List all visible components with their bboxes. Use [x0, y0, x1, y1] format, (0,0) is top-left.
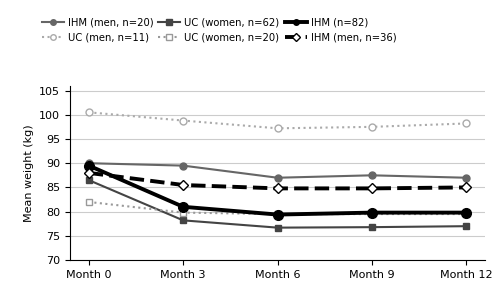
Y-axis label: Mean weight (kg): Mean weight (kg) [24, 124, 34, 222]
Legend: IHM (men, n=20), UC (men, n=11), UC (women, n=62), UC (women, n=20), IHM (n=82),: IHM (men, n=20), UC (men, n=11), UC (wom… [42, 17, 396, 43]
